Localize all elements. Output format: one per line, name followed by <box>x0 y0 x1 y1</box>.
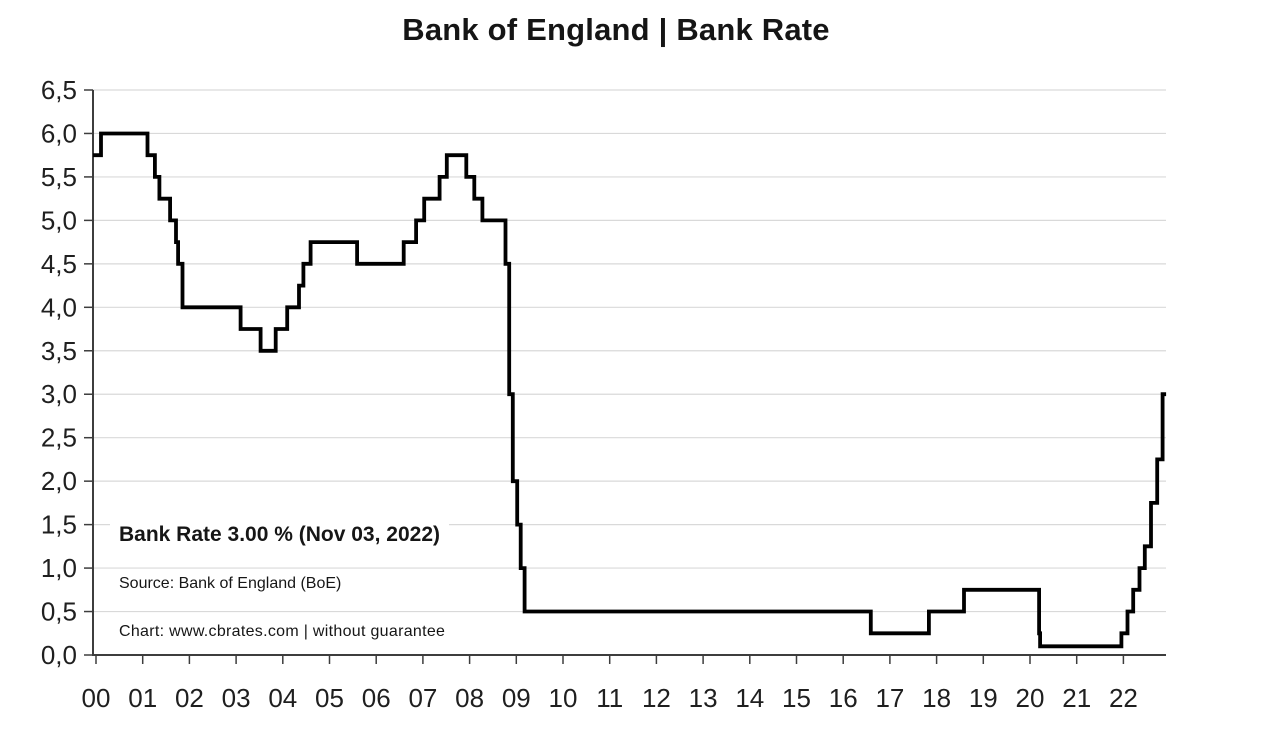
y-tick-label: 2,0 <box>41 466 77 496</box>
x-tick-label: 13 <box>689 683 718 713</box>
y-tick-label: 0,0 <box>41 640 77 670</box>
x-tick-label: 04 <box>268 683 297 713</box>
y-tick-label: 3,0 <box>41 379 77 409</box>
y-tick-label: 5,5 <box>41 162 77 192</box>
x-tick-label: 15 <box>782 683 811 713</box>
x-tick-label: 07 <box>408 683 437 713</box>
source-annotation: Source: Bank of England (BoE) <box>110 572 351 596</box>
x-tick-label: 21 <box>1062 683 1091 713</box>
y-tick-label: 6,5 <box>41 75 77 105</box>
x-tick-label: 08 <box>455 683 484 713</box>
x-tick-label: 05 <box>315 683 344 713</box>
x-tick-label: 02 <box>175 683 204 713</box>
y-tick-label: 4,5 <box>41 249 77 279</box>
credit-annotation: Chart: www.cbrates.com | without guarant… <box>110 620 455 644</box>
y-tick-label: 4,0 <box>41 292 77 322</box>
x-tick-label: 03 <box>222 683 251 713</box>
x-tick-label: 22 <box>1109 683 1138 713</box>
y-tick-label: 5,0 <box>41 205 77 235</box>
x-tick-label: 06 <box>362 683 391 713</box>
y-tick-label: 3,5 <box>41 336 77 366</box>
x-tick-label: 17 <box>875 683 904 713</box>
chart-title: Bank of England | Bank Rate <box>402 12 830 47</box>
x-tick-label: 00 <box>82 683 111 713</box>
x-tick-label: 14 <box>735 683 764 713</box>
x-tick-label: 20 <box>1016 683 1045 713</box>
x-tick-label: 12 <box>642 683 671 713</box>
x-tick-label: 10 <box>549 683 578 713</box>
x-tick-label: 01 <box>128 683 157 713</box>
x-tick-label: 11 <box>596 683 623 713</box>
x-tick-label: 09 <box>502 683 531 713</box>
y-tick-label: 1,0 <box>41 553 77 583</box>
x-tick-label: 16 <box>829 683 858 713</box>
y-tick-label: 6,0 <box>41 118 77 148</box>
y-tick-label: 2,5 <box>41 423 77 453</box>
rate-line <box>93 131 1167 649</box>
y-tick-label: 1,5 <box>41 510 77 540</box>
x-tick-label: 19 <box>969 683 998 713</box>
current-rate-annotation: Bank Rate 3.00 % (Nov 03, 2022) <box>110 520 449 551</box>
x-tick-label: 18 <box>922 683 951 713</box>
y-tick-label: 0,5 <box>41 597 77 627</box>
